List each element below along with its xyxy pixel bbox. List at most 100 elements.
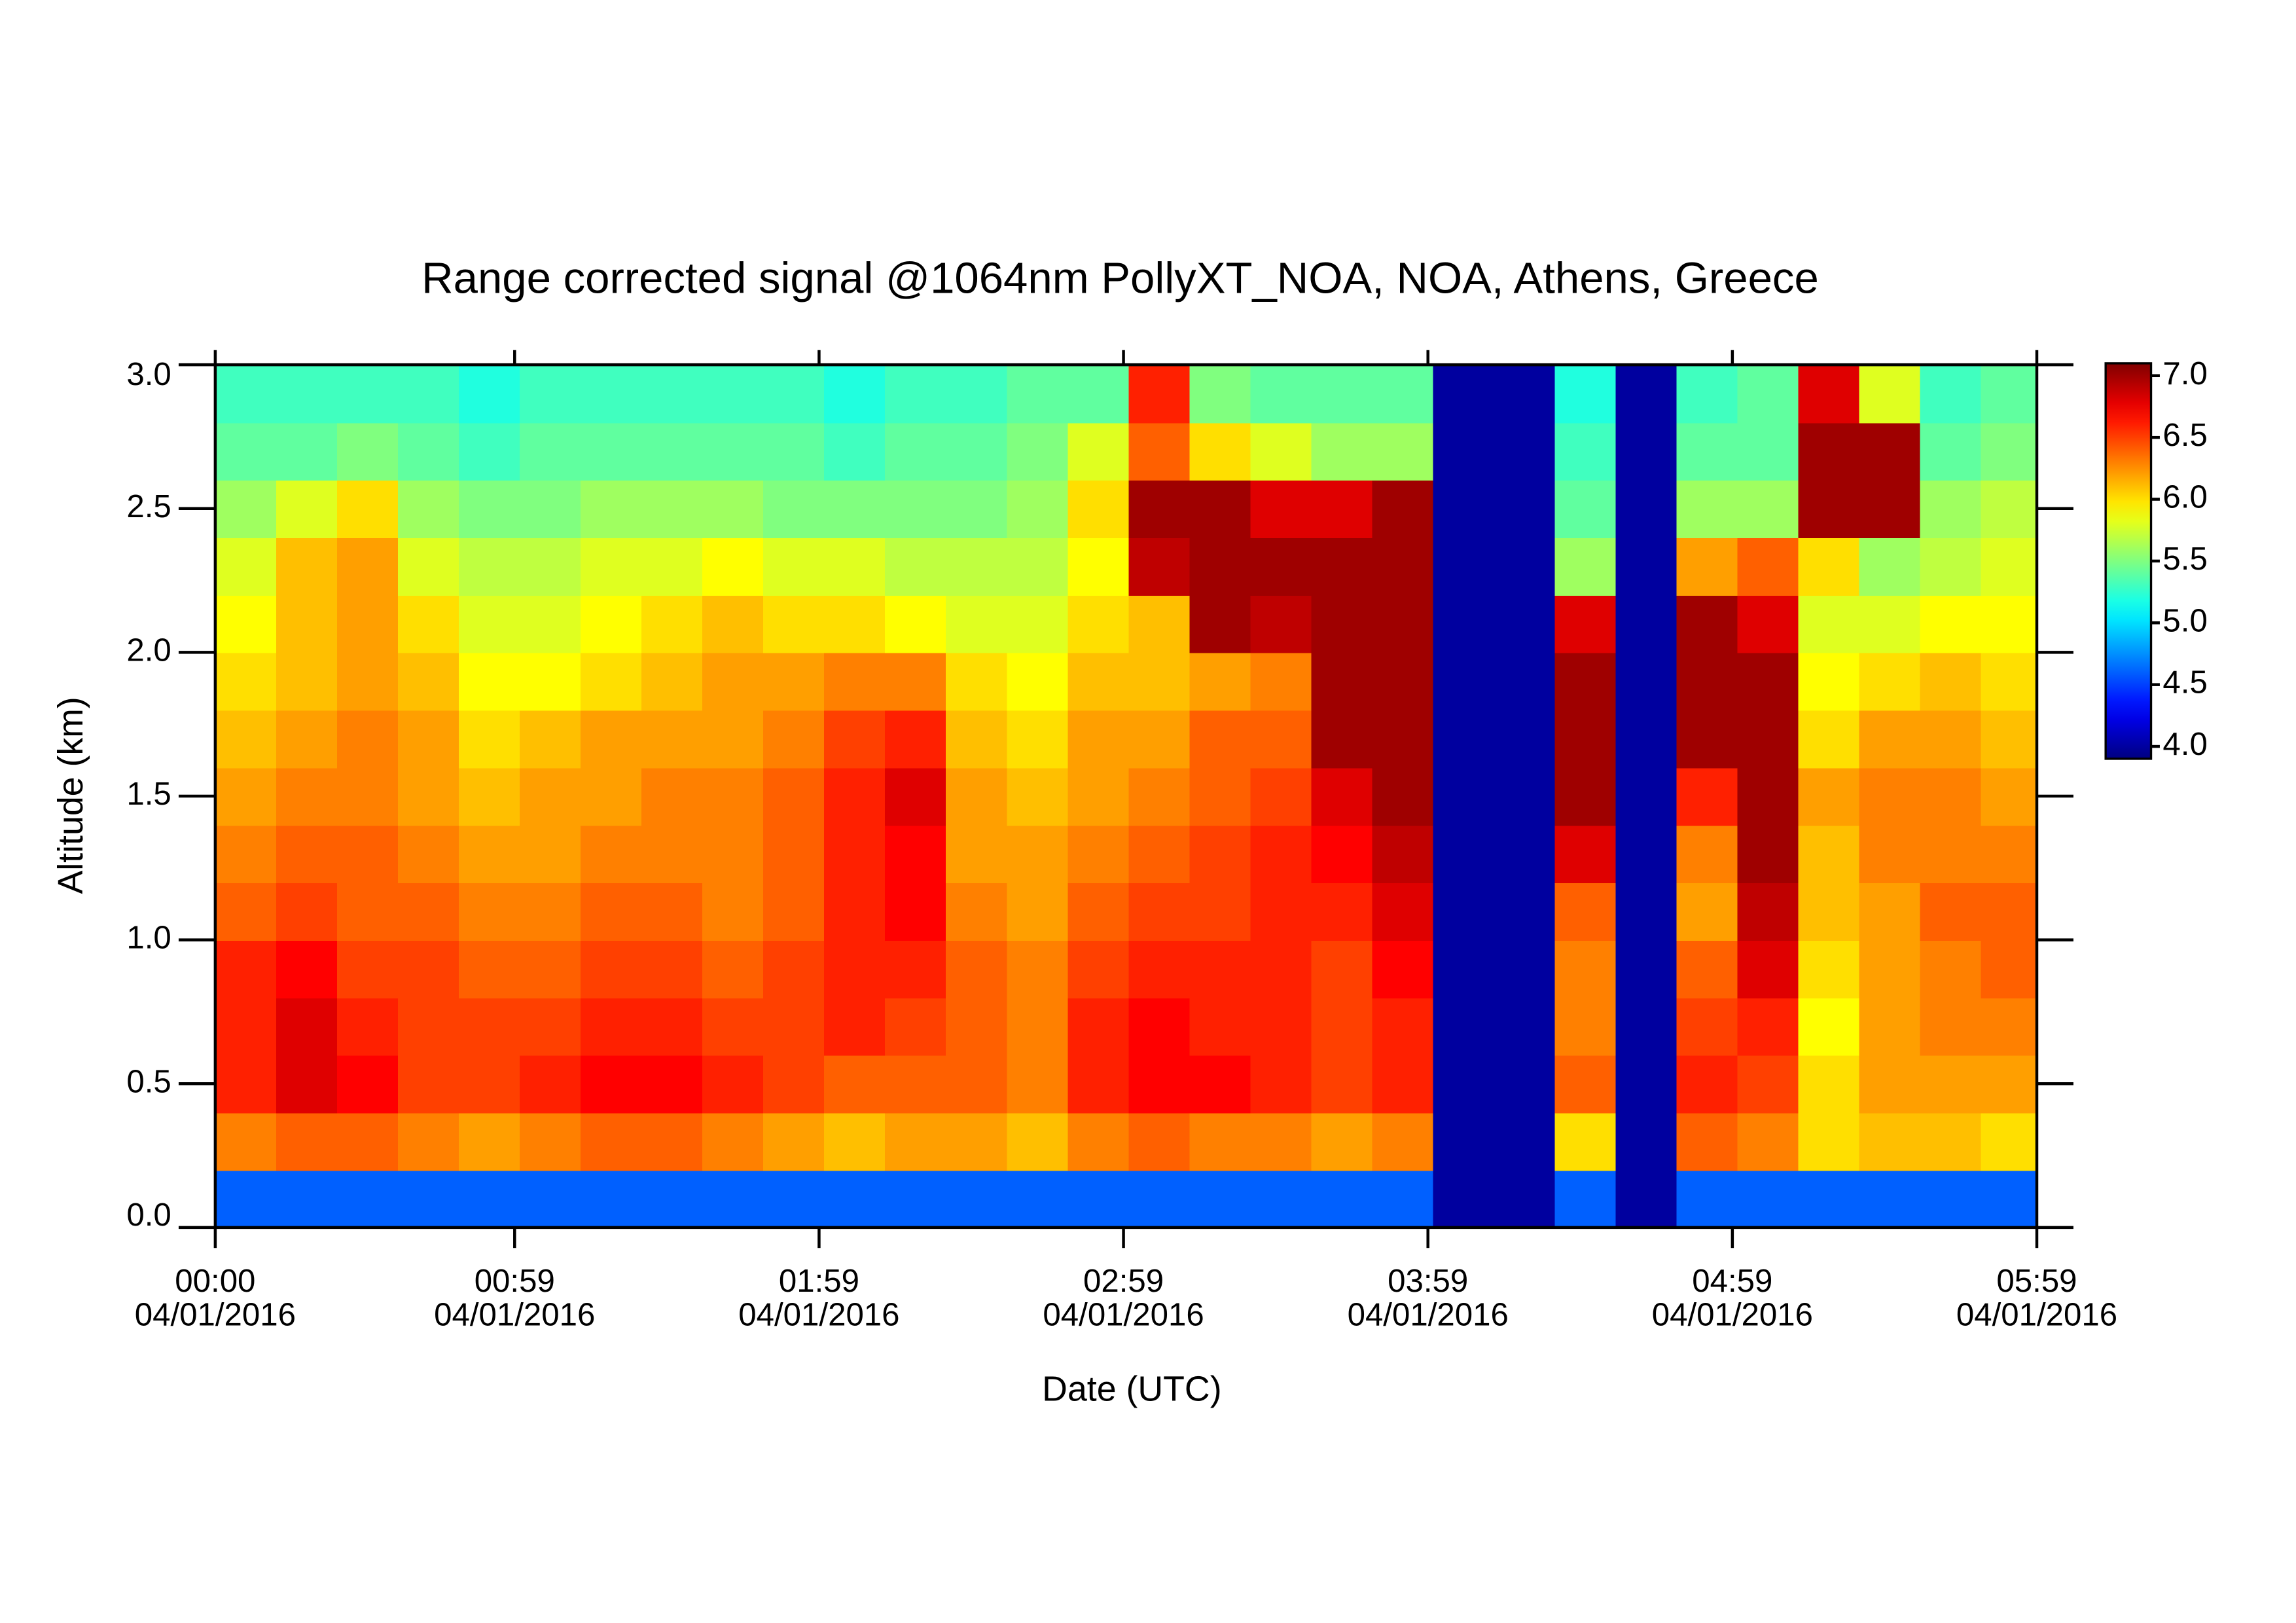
heatmap-cell <box>1615 882 1677 941</box>
heatmap-cell <box>1981 652 2037 711</box>
heatmap-cell <box>824 824 886 884</box>
heatmap-cell <box>276 479 338 539</box>
heatmap-cell <box>215 767 278 826</box>
heatmap-cell <box>885 652 947 711</box>
heatmap-cell <box>581 652 643 711</box>
heatmap-cell <box>1615 365 1677 424</box>
heatmap-cell <box>215 882 278 941</box>
heatmap-cell <box>1189 939 1251 998</box>
heatmap-cell <box>1737 824 1799 884</box>
heatmap-cell <box>1007 710 1069 769</box>
heatmap-cell <box>763 594 825 653</box>
heatmap-cell <box>1189 1055 1251 1114</box>
heatmap-cell <box>581 710 643 769</box>
heatmap-cell <box>336 1112 399 1171</box>
heatmap-cell <box>702 422 764 481</box>
heatmap-cell <box>215 824 278 884</box>
heatmap-cell <box>1676 997 1738 1056</box>
heatmap-cell <box>1311 882 1373 941</box>
heatmap-cell <box>1311 939 1373 998</box>
heatmap-cell <box>1250 652 1312 711</box>
heatmap-cell <box>1372 824 1434 884</box>
heatmap-cell <box>581 594 643 653</box>
heatmap-cell <box>336 1055 399 1114</box>
heatmap-cell <box>946 594 1008 653</box>
heatmap-cell <box>1189 710 1251 769</box>
heatmap-cell <box>1128 1112 1191 1171</box>
heatmap-cell <box>1372 710 1434 769</box>
heatmap-cell <box>458 479 521 539</box>
heatmap-cell <box>1737 479 1799 539</box>
heatmap-cell <box>946 422 1008 481</box>
heatmap-cell <box>336 594 399 653</box>
heatmap-cell <box>1372 365 1434 424</box>
heatmap-cell <box>702 1112 764 1171</box>
heatmap-cell <box>1311 1170 1373 1228</box>
heatmap-cell <box>885 537 947 596</box>
heatmap-cell <box>1311 1055 1373 1114</box>
heatmap <box>215 365 2037 1228</box>
heatmap-cell <box>1554 537 1617 596</box>
y-tick-label: 2.0 <box>126 632 171 668</box>
heatmap-cell <box>1433 824 1495 884</box>
heatmap-cell <box>215 479 278 539</box>
heatmap-cell <box>1067 939 1130 998</box>
heatmap-cell <box>885 1112 947 1171</box>
heatmap-cell <box>763 939 825 998</box>
heatmap-cell <box>1737 997 1799 1056</box>
heatmap-cell <box>1067 652 1130 711</box>
x-tick-label: 00:59 <box>475 1263 555 1299</box>
heatmap-cell <box>641 594 704 653</box>
heatmap-cell <box>1676 594 1738 653</box>
heatmap-cell <box>885 767 947 826</box>
heatmap-cell <box>763 422 825 481</box>
heatmap-cell <box>824 767 886 826</box>
x-tick-label: 01:59 <box>779 1263 859 1299</box>
heatmap-cell <box>1433 594 1495 653</box>
heatmap-cell <box>763 882 825 941</box>
heatmap-cell <box>824 652 886 711</box>
heatmap-cell <box>458 997 521 1056</box>
heatmap-cell <box>702 594 764 653</box>
heatmap-cell <box>1067 767 1130 826</box>
heatmap-cell <box>641 824 704 884</box>
heatmap-cell <box>1007 537 1069 596</box>
heatmap-cell <box>1494 479 1556 539</box>
heatmap-cell <box>1372 1055 1434 1114</box>
heatmap-cell <box>1067 1055 1130 1114</box>
heatmap-cell <box>1067 365 1130 424</box>
heatmap-cell <box>215 710 278 769</box>
heatmap-cell <box>1250 710 1312 769</box>
heatmap-cell <box>824 997 886 1056</box>
heatmap-cell <box>581 537 643 596</box>
heatmap-cell <box>1737 537 1799 596</box>
heatmap-cell <box>1676 939 1738 998</box>
heatmap-cell <box>824 365 886 424</box>
heatmap-cell <box>1250 1112 1312 1171</box>
heatmap-cell <box>641 537 704 596</box>
heatmap-cell <box>397 479 460 539</box>
heatmap-cell <box>1007 939 1069 998</box>
heatmap-cell <box>520 422 582 481</box>
heatmap-cell <box>1128 422 1191 481</box>
heatmap-cell <box>946 997 1008 1056</box>
heatmap-cell <box>885 882 947 941</box>
heatmap-cell <box>276 882 338 941</box>
heatmap-cell <box>336 479 399 539</box>
y-tick-label: 1.0 <box>126 920 171 956</box>
x-tick-date: 04/01/2016 <box>738 1296 899 1332</box>
heatmap-cell <box>215 997 278 1056</box>
heatmap-cell <box>276 1055 338 1114</box>
heatmap-cell <box>702 767 764 826</box>
heatmap-cell <box>1128 824 1191 884</box>
x-axis-label: Date (UTC) <box>1042 1370 1221 1409</box>
heatmap-cell <box>1311 422 1373 481</box>
x-tick-date: 04/01/2016 <box>1348 1296 1509 1332</box>
heatmap-cell <box>1981 537 2037 596</box>
heatmap-cell <box>641 1170 704 1228</box>
heatmap-cell <box>763 1055 825 1114</box>
heatmap-cell <box>1372 882 1434 941</box>
heatmap-cell <box>885 594 947 653</box>
heatmap-cell <box>1798 594 1861 653</box>
